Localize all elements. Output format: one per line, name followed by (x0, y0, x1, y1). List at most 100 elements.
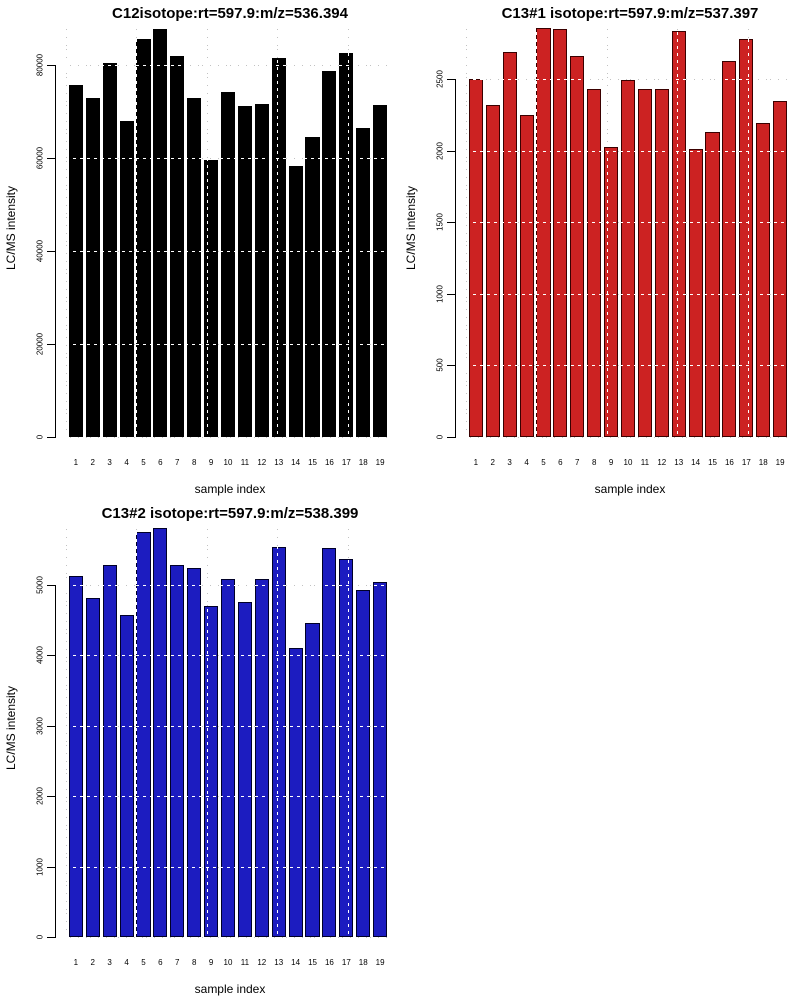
h-gridline-overlay (66, 64, 390, 66)
y-tick (47, 343, 55, 345)
bar-sample-3 (102, 565, 117, 937)
bar-sample-11 (237, 602, 252, 937)
y-tick-label: 20000 (35, 332, 45, 356)
bar-sample-11 (637, 89, 652, 437)
v-gridline-overlay (277, 25, 279, 437)
x-tick-label: 17 (341, 958, 351, 967)
bar-sample-16 (322, 547, 337, 937)
x-tick-label: 8 (191, 958, 197, 967)
x-tick-label: 8 (191, 458, 197, 467)
h-gridline-overlay (466, 222, 790, 224)
x-tick-label: 3 (107, 958, 112, 967)
h-gridline-overlay (66, 157, 390, 159)
chart-c13-1-isotope: C13#1 isotope:rt=597.9:m/z=537.397 LC/MS… (400, 0, 800, 500)
x-tick-label: 3 (107, 458, 112, 467)
x-tick-label: 7 (575, 458, 580, 467)
x-tick-label: 6 (158, 458, 163, 467)
bar-sample-15 (305, 622, 320, 937)
x-tick-label: 13 (674, 458, 684, 467)
y-tick (47, 937, 55, 938)
h-gridline-overlay (466, 365, 790, 367)
y-tick (447, 222, 455, 224)
x-tick-label: 10 (623, 458, 633, 467)
bar-sample-17 (339, 53, 354, 437)
bar-sample-7 (570, 55, 585, 437)
bar-sample-19 (773, 100, 788, 437)
bar-sample-1 (468, 79, 483, 437)
x-tick-label: 1 (73, 458, 79, 467)
x-tick-label: 7 (175, 958, 180, 967)
bar-sample-10 (220, 91, 236, 437)
bar-sample-18 (356, 128, 371, 437)
h-gridline-overlay (66, 796, 390, 798)
bar-sample-15 (305, 136, 320, 437)
bar-sample-13 (671, 31, 686, 437)
bar-sample-2 (85, 598, 100, 937)
x-tick-label: 17 (341, 458, 351, 467)
x-tick-label: 15 (308, 458, 317, 467)
bar-sample-6 (153, 28, 168, 437)
bar-sample-13 (271, 547, 286, 937)
bar-sample-17 (739, 39, 754, 437)
x-tick-label: 8 (591, 458, 597, 467)
y-axis-label: LC/MS intensity (4, 685, 18, 771)
bar-sample-8 (187, 567, 202, 937)
bar-sample-2 (85, 97, 100, 437)
bar-sample-4 (119, 615, 134, 937)
y-tick (47, 796, 55, 798)
y-tick-label: 500 (435, 358, 445, 373)
x-tick-label: 6 (558, 458, 563, 467)
y-tick (47, 655, 55, 657)
bar-sample-1 (68, 576, 83, 937)
bar-sample-5 (536, 27, 551, 437)
x-tick-label: 18 (358, 458, 368, 467)
bar-sample-5 (136, 39, 151, 437)
x-tick-label: 1 (73, 958, 79, 967)
x-tick-label: 15 (708, 458, 717, 467)
y-tick-label: 0 (435, 434, 445, 440)
bar-sample-4 (519, 115, 534, 437)
x-tick-label: 3 (507, 458, 512, 467)
x-tick-label: 18 (758, 458, 768, 467)
h-gridline-overlay (66, 584, 390, 586)
h-gridline-overlay (66, 437, 390, 438)
plot-area: 0 500 1000 1500 2000 2500 1 2 3 4 5 6 7 8 9 10 11 12 13 14 1… (436, 25, 790, 467)
x-axis-label: sample index (194, 982, 266, 996)
x-tick-label: 13 (274, 458, 284, 467)
x-tick-label: 6 (158, 958, 163, 967)
x-tick-label: 2 (90, 458, 95, 467)
x-tick-label: 4 (124, 958, 129, 967)
y-tick (47, 584, 55, 586)
h-gridline-overlay (66, 725, 390, 727)
bar-sample-7 (170, 56, 185, 437)
bar-sample-12 (654, 88, 669, 437)
chart-c12-isotope: C12isotope:rt=597.9:m/z=536.394 LC/MS in… (0, 0, 400, 500)
bar-sample-6 (553, 28, 568, 437)
y-tick-label: 60000 (35, 146, 45, 169)
y-tick (47, 437, 55, 438)
h-gridline-overlay (66, 866, 390, 868)
y-tick-label: 1500 (435, 213, 445, 232)
x-tick-label: 14 (291, 958, 301, 967)
x-tick-label: 1 (473, 458, 479, 467)
x-tick-label: 4 (124, 458, 129, 467)
v-gridline-overlay (677, 25, 679, 437)
y-tick (447, 437, 455, 438)
y-tick-label: 4000 (35, 646, 45, 665)
y-tick-label: 1000 (35, 857, 45, 876)
chart-title: C13#1 isotope:rt=597.9:m/z=537.397 (501, 5, 759, 22)
y-tick-label: 2000 (435, 141, 445, 160)
chart-title: C13#2 isotope:rt=597.9:m/z=538.399 (101, 505, 359, 522)
v-gridline-overlay (277, 525, 279, 937)
x-tick-label: 13 (274, 958, 284, 967)
y-tick-label: 5000 (35, 575, 45, 594)
bar-sample-17 (339, 558, 354, 937)
x-tick-label: 12 (257, 458, 267, 467)
x-tick-label: 2 (90, 958, 95, 967)
bar-sample-10 (620, 80, 636, 437)
x-tick-label: 15 (308, 958, 317, 967)
x-tick-label: 9 (208, 958, 214, 967)
x-tick-label: 5 (541, 458, 546, 467)
y-tick (447, 365, 455, 367)
bar-sample-19 (373, 582, 388, 937)
